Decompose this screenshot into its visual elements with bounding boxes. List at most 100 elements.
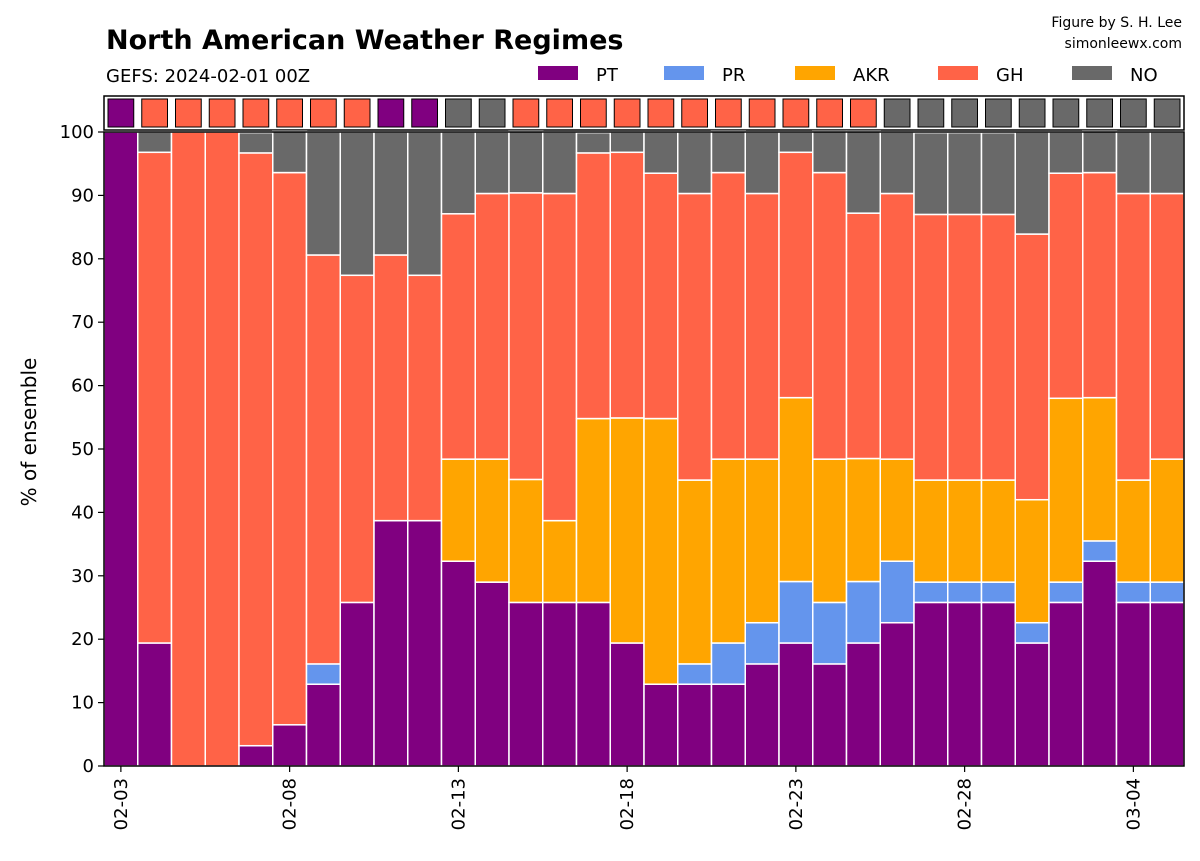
stacked-bars <box>103 130 1185 767</box>
bar-segment-akr <box>474 458 510 583</box>
bar-segment-pt <box>845 642 881 767</box>
strip-cell-no <box>883 98 911 128</box>
bar-segment-no <box>609 131 645 154</box>
credit-author: Figure by S. H. Lee <box>1051 15 1182 31</box>
bar-segment-no <box>440 131 476 215</box>
strip-cell-gh <box>782 98 810 128</box>
legend-swatch-pr <box>664 66 704 80</box>
bar-segment-gh <box>440 213 476 460</box>
bar-segment-pr <box>677 663 713 685</box>
bar-segment-pr <box>879 560 915 624</box>
bar-segment-pt <box>778 642 814 767</box>
bar-segment-gh <box>643 172 679 420</box>
strip-cell-gh <box>141 98 168 128</box>
bar-segment-gh <box>879 192 915 460</box>
bar-segment-no <box>778 131 814 154</box>
bar-segment-gh <box>339 274 375 604</box>
bar-segment-pt <box>575 601 611 767</box>
bar-segment-no <box>1149 131 1185 195</box>
bar-segment-pt <box>137 642 173 767</box>
bar-segment-gh <box>812 171 848 460</box>
bar-segment-akr <box>744 458 780 624</box>
bar-segment-gh <box>204 131 240 767</box>
bar-segment-pt <box>1082 560 1118 767</box>
bar-segment-no <box>1014 131 1050 235</box>
bar-segment-akr <box>542 519 578 604</box>
x-tick-label: 02-23 <box>786 778 807 830</box>
bar-segment-gh <box>575 152 611 420</box>
y-tick-label: 50 <box>71 439 94 460</box>
bar-segment-pr <box>812 601 848 665</box>
x-tick-label: 03-04 <box>1123 778 1144 830</box>
x-tick-label: 02-03 <box>111 778 132 830</box>
bar-segment-akr <box>440 458 476 562</box>
axes: 0 10 20 30 40 50 60 70 80 90 100 02-03 02-08 02-13 02-… <box>60 122 1185 830</box>
bar-segment-gh <box>947 213 983 481</box>
bar-segment-pr <box>1014 621 1050 644</box>
strip-cell-gh <box>816 98 843 128</box>
bar-segment-pt <box>103 131 139 767</box>
bar-segment-akr <box>1048 397 1084 583</box>
y-tick-label: 10 <box>71 693 94 714</box>
bar-segment-no <box>575 131 611 154</box>
bar-segment-akr <box>1115 479 1151 583</box>
strip-cell-no <box>917 98 945 128</box>
legend-label-no: NO <box>1130 65 1158 86</box>
bar-segment-gh <box>845 212 881 460</box>
bar-segment-no <box>373 131 409 256</box>
strip-cell-no <box>445 98 472 128</box>
bar-segment-gh <box>1115 192 1151 481</box>
bar-segment-no <box>339 131 375 277</box>
bar-segment-gh <box>744 192 780 460</box>
bar-segment-pr <box>1048 581 1084 604</box>
bar-segment-pt <box>913 601 949 767</box>
bar-segment-akr <box>677 479 713 665</box>
legend-label-pr: PR <box>722 65 745 86</box>
y-tick-label: 20 <box>71 629 94 650</box>
bar-segment-pt <box>474 581 510 767</box>
y-tick-label: 0 <box>83 756 94 777</box>
bar-segment-akr <box>1082 396 1118 542</box>
bar-segment-akr <box>980 479 1016 583</box>
bar-segment-akr <box>778 396 814 583</box>
bar-segment-akr <box>710 458 746 644</box>
bar-segment-pt <box>373 519 409 767</box>
bar-segment-akr <box>879 458 915 562</box>
bar-segment-pt <box>980 601 1016 767</box>
bar-segment-gh <box>677 192 713 481</box>
legend-swatch-no <box>1072 66 1112 80</box>
bar-segment-akr <box>1149 458 1185 583</box>
bar-segment-no <box>913 131 949 216</box>
legend-label-akr: AKR <box>853 65 890 86</box>
y-tick-label: 60 <box>71 376 94 397</box>
bar-segment-gh <box>238 152 274 747</box>
strip-cell-gh <box>512 98 540 128</box>
legend: PT PR AKR GH NO <box>538 65 1158 86</box>
legend-swatch-akr <box>795 66 835 80</box>
bar-segment-pt <box>407 519 443 767</box>
bar-segment-no <box>744 131 780 195</box>
bar-segment-gh <box>778 151 814 399</box>
bar-segment-pr <box>778 580 814 644</box>
legend-swatch-gh <box>938 66 978 80</box>
bar-segment-gh <box>407 274 443 522</box>
bar-segment-pt <box>1115 601 1151 767</box>
bar-segment-akr <box>643 417 679 685</box>
bar-segment-gh <box>305 254 341 665</box>
bar-segment-pr <box>913 581 949 604</box>
y-tick-label: 100 <box>60 122 94 143</box>
strip-cell-gh <box>175 98 202 128</box>
bar-segment-pr <box>744 621 780 665</box>
bar-segment-gh <box>609 151 645 419</box>
strip-cell-gh <box>850 98 877 128</box>
strip-cell-no <box>951 98 978 128</box>
bar-segment-gh <box>272 171 308 726</box>
bar-segment-akr <box>913 479 949 583</box>
bar-segment-no <box>947 131 983 216</box>
strip-cell-gh <box>208 98 236 128</box>
strip-cell-no <box>1120 98 1147 128</box>
strip-cell-gh <box>681 98 708 128</box>
legend-swatch-pt <box>538 66 578 80</box>
bar-segment-pt <box>710 683 746 767</box>
bar-segment-no <box>980 131 1016 216</box>
